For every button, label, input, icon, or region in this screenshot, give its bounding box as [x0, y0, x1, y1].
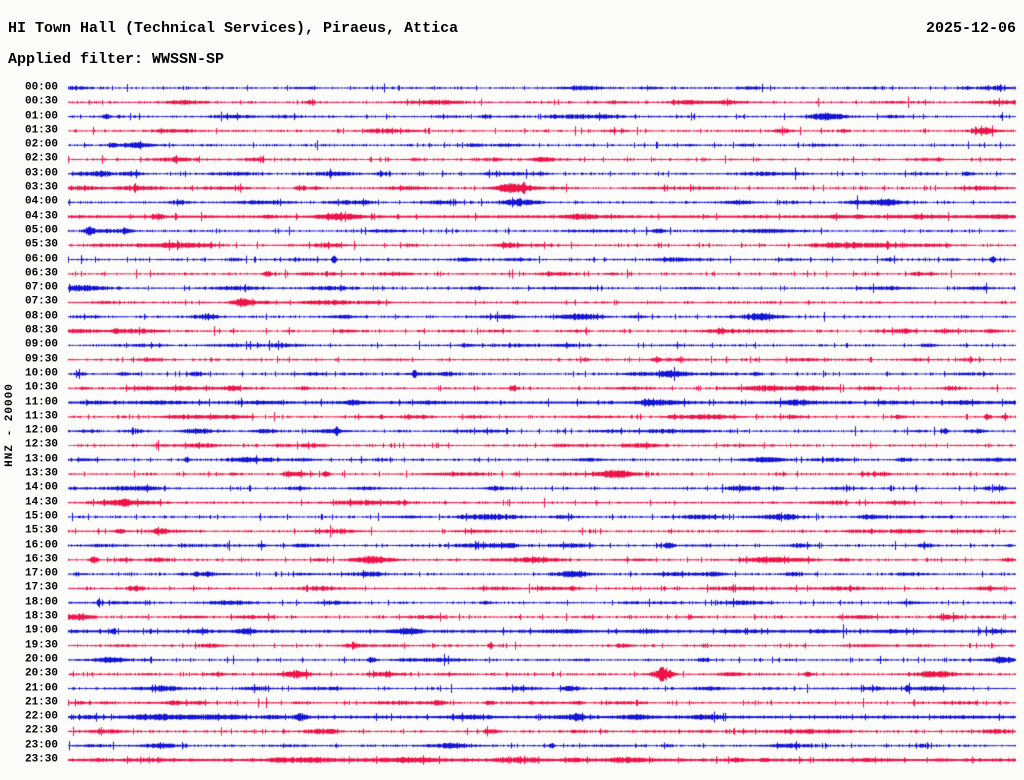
- seismogram-traces-canvas: [0, 0, 1024, 780]
- helicorder-page: HI Town Hall (Technical Services), Pirae…: [0, 0, 1024, 780]
